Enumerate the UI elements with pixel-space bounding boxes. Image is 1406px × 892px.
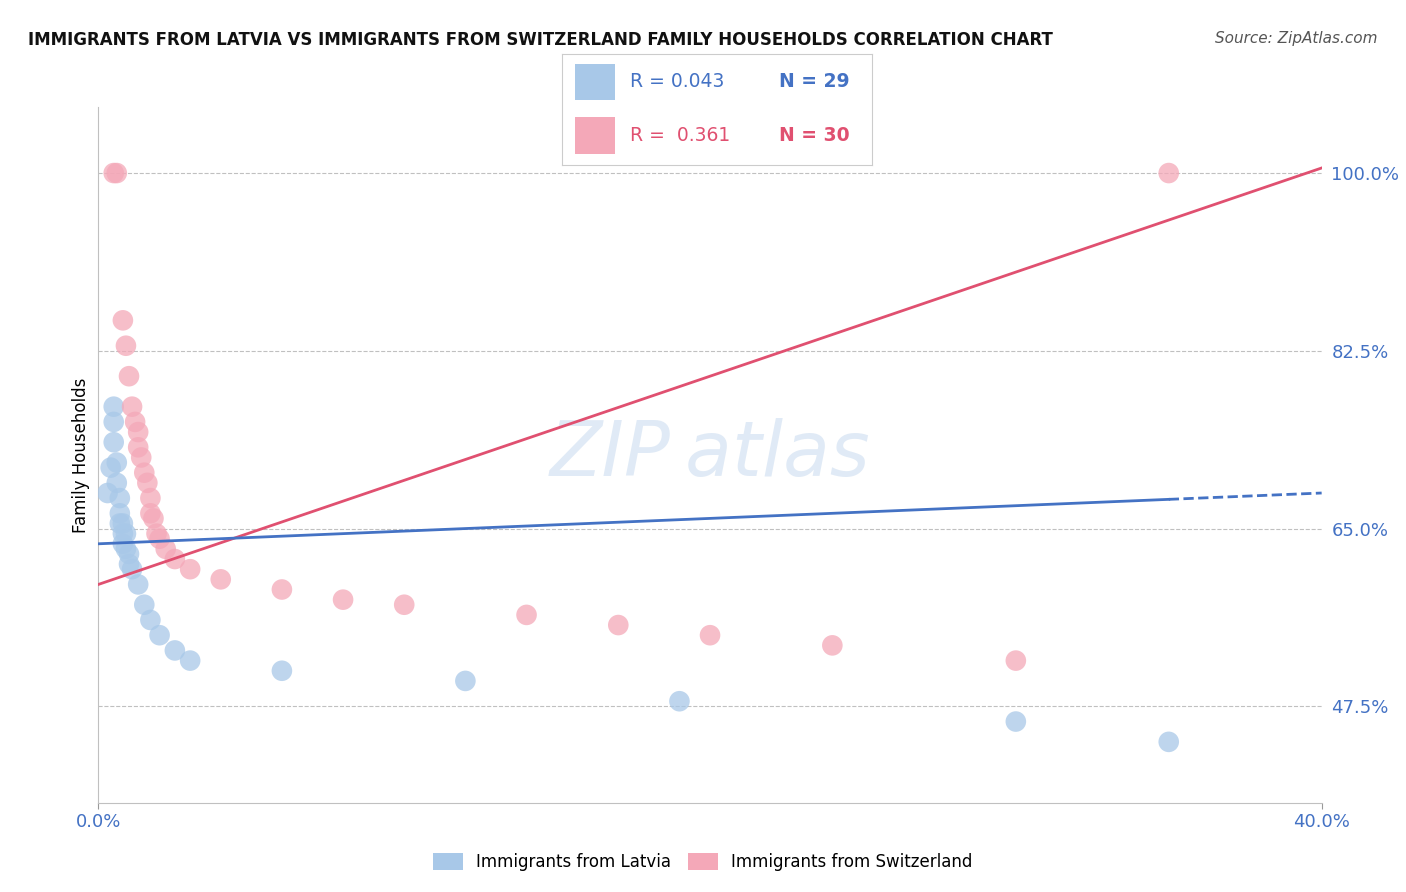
- Legend: Immigrants from Latvia, Immigrants from Switzerland: Immigrants from Latvia, Immigrants from …: [425, 845, 981, 880]
- Point: [607, 618, 630, 632]
- Text: Source: ZipAtlas.com: Source: ZipAtlas.com: [1215, 31, 1378, 46]
- Point: [115, 541, 138, 556]
- Point: [149, 628, 172, 642]
- Point: [1157, 735, 1180, 749]
- Point: [209, 572, 232, 586]
- Text: R =  0.361: R = 0.361: [630, 126, 731, 145]
- Point: [1157, 166, 1180, 180]
- Point: [129, 450, 152, 465]
- Point: [270, 582, 292, 597]
- FancyBboxPatch shape: [575, 117, 614, 154]
- Point: [142, 511, 165, 525]
- Point: [179, 562, 201, 576]
- Point: [105, 475, 128, 490]
- Point: [1004, 654, 1026, 668]
- Point: [270, 664, 292, 678]
- Point: [111, 313, 134, 327]
- Point: [115, 339, 138, 353]
- Point: [139, 506, 162, 520]
- Point: [1004, 714, 1026, 729]
- Point: [105, 456, 128, 470]
- Point: [134, 598, 156, 612]
- Point: [516, 607, 538, 622]
- Point: [332, 592, 354, 607]
- Text: N = 29: N = 29: [779, 72, 849, 92]
- Point: [115, 526, 138, 541]
- Point: [103, 435, 125, 450]
- Y-axis label: Family Households: Family Households: [72, 377, 90, 533]
- Point: [149, 532, 172, 546]
- Point: [163, 552, 186, 566]
- Point: [103, 415, 125, 429]
- Text: ZIP atlas: ZIP atlas: [550, 418, 870, 491]
- Point: [134, 466, 156, 480]
- Point: [139, 613, 162, 627]
- Point: [155, 541, 177, 556]
- Point: [105, 166, 128, 180]
- Point: [821, 639, 844, 653]
- Point: [124, 415, 146, 429]
- Point: [108, 516, 131, 531]
- Point: [145, 526, 167, 541]
- Point: [111, 516, 134, 531]
- Point: [127, 440, 149, 454]
- Point: [111, 537, 134, 551]
- Point: [392, 598, 416, 612]
- Point: [118, 369, 141, 384]
- Point: [127, 425, 149, 439]
- Point: [121, 562, 143, 576]
- Point: [454, 673, 477, 688]
- FancyBboxPatch shape: [575, 63, 614, 101]
- Text: R = 0.043: R = 0.043: [630, 72, 725, 92]
- Point: [121, 400, 143, 414]
- Point: [103, 400, 125, 414]
- Point: [100, 460, 122, 475]
- Point: [118, 557, 141, 571]
- Point: [118, 547, 141, 561]
- Point: [108, 491, 131, 505]
- Point: [103, 166, 125, 180]
- Point: [111, 526, 134, 541]
- Point: [97, 486, 120, 500]
- Point: [179, 654, 201, 668]
- Text: IMMIGRANTS FROM LATVIA VS IMMIGRANTS FROM SWITZERLAND FAMILY HOUSEHOLDS CORRELAT: IMMIGRANTS FROM LATVIA VS IMMIGRANTS FRO…: [28, 31, 1053, 49]
- Point: [163, 643, 186, 657]
- Point: [668, 694, 690, 708]
- Point: [699, 628, 721, 642]
- Point: [127, 577, 149, 591]
- Text: N = 30: N = 30: [779, 126, 849, 145]
- Point: [139, 491, 162, 505]
- Point: [136, 475, 159, 490]
- Point: [108, 506, 131, 520]
